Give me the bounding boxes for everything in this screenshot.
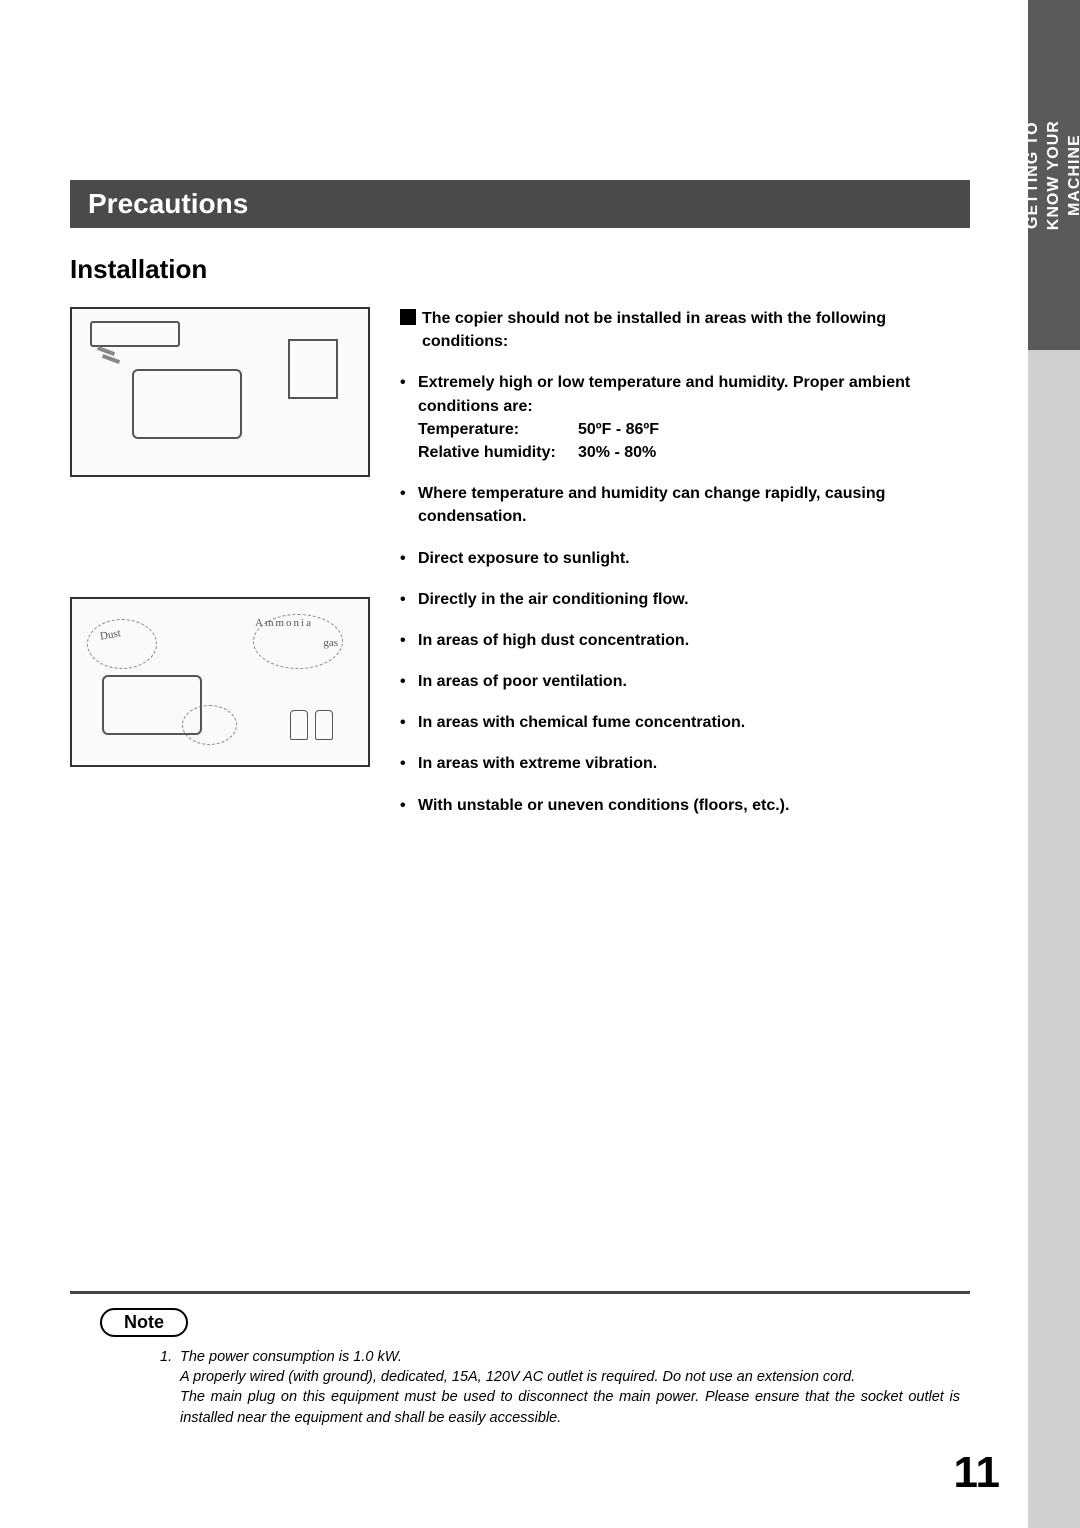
bullet-item: • Directly in the air conditioning flow.	[400, 588, 970, 611]
ammonia-label: Ammonia	[255, 617, 313, 629]
intro-text: The copier should not be installed in ar…	[422, 307, 970, 353]
spec-value: 30% - 80%	[578, 441, 656, 464]
intro-line: The copier should not be installed in ar…	[400, 307, 970, 353]
note-number: 1.	[160, 1347, 180, 1367]
bullet-text: In areas with extreme vibration.	[418, 752, 657, 775]
page-number: 11	[953, 1448, 1000, 1498]
note-text: The main plug on this equipment must be …	[180, 1387, 960, 1428]
bullet-item: • With unstable or uneven conditions (fl…	[400, 794, 970, 817]
bullet-item: • Direct exposure to sunlight.	[400, 547, 970, 570]
bullet-text: Direct exposure to sunlight.	[418, 547, 630, 570]
section-side-tab: GETTING TO KNOW YOUR MACHINE	[1028, 0, 1080, 350]
bullet-item: • In areas with extreme vibration.	[400, 752, 970, 775]
bullet-text: In areas of poor ventilation.	[418, 670, 627, 693]
side-tab-line1: GETTING TO	[1024, 121, 1041, 228]
bullet-text: Extremely high or low temperature and hu…	[418, 374, 910, 414]
bullet-dot: •	[400, 752, 418, 775]
note-list: 1. The power consumption is 1.0 kW. A pr…	[70, 1347, 970, 1428]
bullet-item: • In areas with chemical fume concentrat…	[400, 711, 970, 734]
bullet-text: Directly in the air conditioning flow.	[418, 588, 689, 611]
illustration-column: Dust Ammonia gas	[70, 307, 370, 887]
two-column-layout: Dust Ammonia gas The copier should not b…	[70, 307, 970, 887]
side-tab-line3: MACHINE	[1065, 134, 1080, 216]
bullet-body: Extremely high or low temperature and hu…	[418, 371, 970, 464]
illustration-climate	[70, 307, 370, 477]
main-content: Precautions Installation Dust Ammonia ga…	[70, 180, 970, 887]
bullet-text: Where temperature and humidity can chang…	[418, 482, 970, 528]
bullet-dot: •	[400, 547, 418, 570]
illustration-dust-fumes: Dust Ammonia gas	[70, 597, 370, 767]
bullet-item: • Extremely high or low temperature and …	[400, 371, 970, 464]
gas-label: gas	[323, 637, 338, 649]
bullet-dot: •	[400, 371, 418, 464]
note-label-box: Note	[100, 1308, 188, 1337]
note-item: The main plug on this equipment must be …	[160, 1387, 960, 1428]
note-text: The power consumption is 1.0 kW.	[180, 1347, 402, 1367]
bullet-dot: •	[400, 711, 418, 734]
square-bullet-icon	[400, 309, 416, 325]
note-divider	[70, 1291, 970, 1294]
bullet-item: • In areas of poor ventilation.	[400, 670, 970, 693]
bullet-dot: •	[400, 794, 418, 817]
note-item: A properly wired (with ground), dedicate…	[160, 1367, 960, 1387]
side-tab-label: GETTING TO KNOW YOUR MACHINE	[1023, 120, 1080, 230]
bullet-dot: •	[400, 482, 418, 528]
note-number	[160, 1367, 180, 1387]
side-tab-line2: KNOW YOUR	[1045, 120, 1062, 230]
bullet-text: In areas of high dust concentration.	[418, 629, 689, 652]
bullet-dot: •	[400, 588, 418, 611]
bullet-text: In areas with chemical fume concentratio…	[418, 711, 745, 734]
section-header: Precautions	[70, 180, 970, 228]
note-item: 1. The power consumption is 1.0 kW.	[160, 1347, 960, 1367]
spec-value: 50ºF - 86ºF	[578, 418, 659, 441]
text-column: The copier should not be installed in ar…	[400, 307, 970, 887]
note-number	[160, 1387, 180, 1428]
subsection-title: Installation	[70, 254, 970, 285]
spec-label: Relative humidity:	[418, 441, 578, 464]
bullet-item: • In areas of high dust concentration.	[400, 629, 970, 652]
spec-label: Temperature:	[418, 418, 578, 441]
bullet-text: With unstable or uneven conditions (floo…	[418, 794, 789, 817]
note-section: Note 1. The power consumption is 1.0 kW.…	[70, 1291, 970, 1428]
bullet-dot: •	[400, 629, 418, 652]
bullet-dot: •	[400, 670, 418, 693]
bullet-item: • Where temperature and humidity can cha…	[400, 482, 970, 528]
note-text: A properly wired (with ground), dedicate…	[180, 1367, 855, 1387]
